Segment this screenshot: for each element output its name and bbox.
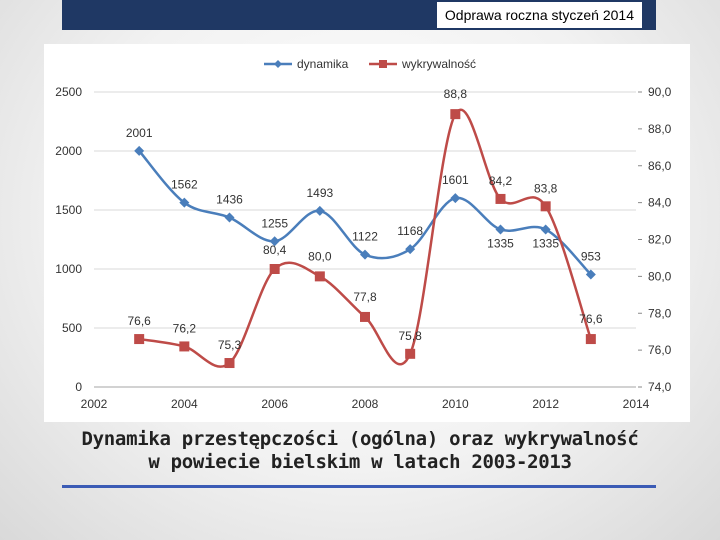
data-point-dynamika	[540, 224, 551, 235]
data-label-wykrywalność: 80,4	[263, 243, 287, 257]
data-label-wykrywalność: 75,8	[398, 329, 422, 343]
data-label-dynamika: 1122	[352, 230, 378, 244]
data-point-dynamika	[179, 197, 190, 208]
y-tick-label-left: 1500	[55, 203, 82, 217]
data-point-dynamika	[405, 244, 416, 255]
data-point-wykrywalność	[314, 271, 325, 282]
data-point-wykrywalność	[405, 348, 416, 359]
data-label-wykrywalność: 76,6	[127, 314, 151, 328]
y-tick-label-right: 78,0	[648, 306, 672, 320]
y-tick-label-left: 1000	[55, 262, 82, 276]
data-point-wykrywalność	[269, 264, 280, 274]
x-tick-label: 2002	[81, 397, 108, 411]
legend-swatch-marker	[379, 60, 387, 68]
caption-divider	[62, 485, 656, 488]
data-point-wykrywalność	[134, 334, 145, 345]
header-title: Odprawa roczna styczeń 2014	[436, 2, 642, 28]
caption-line-1: Dynamika przestępczości (ogólna) oraz wy…	[81, 428, 639, 450]
data-point-dynamika	[314, 205, 325, 216]
y-tick-label-right: 90,0	[648, 85, 672, 99]
data-label-dynamika: 953	[581, 250, 601, 264]
data-point-wykrywalność	[540, 201, 551, 212]
chart-caption: Dynamika przestępczości (ogólna) oraz wy…	[60, 428, 660, 474]
data-label-wykrywalność: 88,8	[444, 87, 468, 101]
x-tick-label: 2008	[352, 397, 379, 411]
data-label-dynamika: 1335	[487, 236, 514, 250]
y-tick-label-left: 2500	[55, 85, 82, 99]
data-point-wykrywalność	[224, 358, 235, 369]
data-point-dynamika	[360, 249, 370, 260]
legend-swatch-marker	[274, 60, 282, 68]
data-label-dynamika: 1562	[171, 178, 198, 192]
data-point-dynamika	[450, 193, 461, 204]
data-label-dynamika: 2001	[126, 126, 153, 140]
y-tick-label-right: 76,0	[648, 343, 672, 357]
data-point-dynamika	[134, 145, 145, 156]
y-tick-label-right: 80,0	[648, 269, 672, 283]
data-point-dynamika	[495, 224, 506, 235]
data-point-wykrywalność	[495, 193, 506, 204]
legend-entry: wykrywalność	[401, 57, 476, 71]
caption-line-2: w powiecie bielskim w latach 2003-2013	[148, 451, 572, 473]
header-bar: Odprawa roczna styczeń 2014	[62, 0, 656, 30]
y-tick-label-right: 86,0	[648, 159, 672, 173]
data-label-wykrywalność: 83,8	[534, 181, 558, 195]
data-point-wykrywalność	[585, 334, 596, 345]
data-point-wykrywalność	[360, 311, 370, 322]
chart-area: 0 500 1000 1500 2000 2500 2002 2004 2006 2008 2010…	[44, 44, 690, 422]
y-tick-label-left: 2000	[55, 144, 82, 158]
y-tick-label-right: 88,0	[648, 122, 672, 136]
y-tick-label-right: 82,0	[648, 233, 672, 247]
data-label-dynamika: 1601	[442, 173, 469, 187]
x-tick-label: 2010	[442, 397, 469, 411]
data-label-wykrywalność: 76,6	[579, 312, 603, 326]
data-label-dynamika: 1255	[261, 216, 288, 230]
x-tick-label: 2012	[532, 397, 559, 411]
data-label-wykrywalność: 76,2	[173, 321, 197, 335]
data-point-dynamika	[269, 236, 280, 247]
legend-entry: dynamika	[297, 57, 349, 71]
data-point-dynamika	[224, 212, 235, 223]
data-point-wykrywalność	[450, 109, 461, 120]
x-tick-label: 2004	[171, 397, 198, 411]
y-tick-label-left: 500	[62, 321, 82, 335]
data-point-dynamika	[585, 269, 596, 280]
y-tick-label-right: 84,0	[648, 196, 672, 210]
data-label-dynamika: 1436	[216, 193, 243, 207]
x-tick-label: 2006	[261, 397, 288, 411]
y-tick-label-left: 0	[75, 380, 82, 394]
data-label-wykrywalność: 77,8	[353, 290, 377, 304]
data-label-dynamika: 1493	[306, 186, 333, 200]
data-label-dynamika: 1168	[397, 224, 423, 238]
chart-svg: 0 500 1000 1500 2000 2500 2002 2004 2006 2008 2010…	[55, 57, 672, 411]
data-point-wykrywalność	[179, 341, 190, 352]
y-tick-label-right: 74,0	[648, 380, 672, 394]
data-label-wykrywalność: 75,3	[218, 338, 242, 352]
data-label-wykrywalność: 80,0	[308, 249, 332, 263]
data-label-dynamika: 1335	[532, 236, 559, 250]
x-tick-label: 2014	[623, 397, 650, 411]
data-label-wykrywalność: 84,2	[489, 174, 513, 188]
